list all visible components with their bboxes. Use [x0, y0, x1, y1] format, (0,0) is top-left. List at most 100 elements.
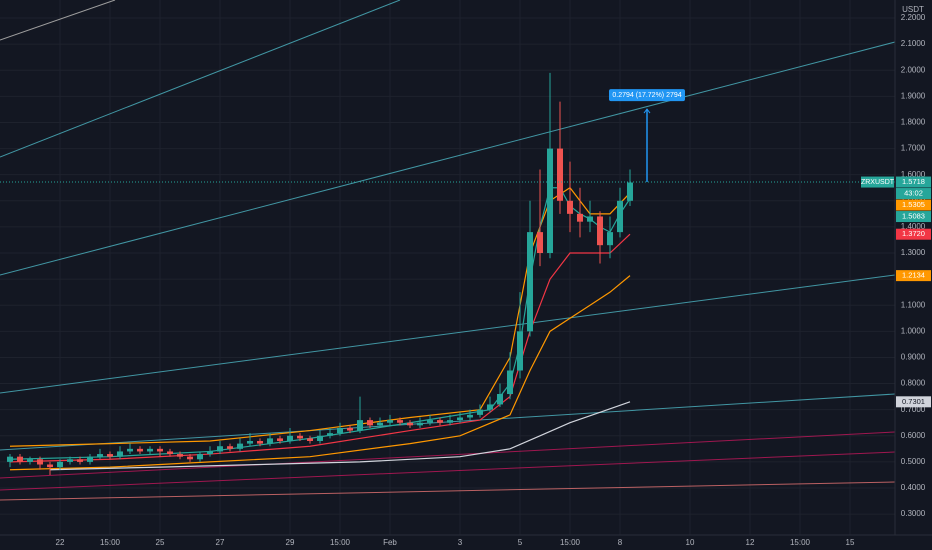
price-tag: 1.3720 — [902, 229, 925, 238]
candle-body — [327, 433, 333, 436]
moving-average — [49, 401, 631, 471]
axis-labels: 0.3000 0.4000 0.5000 0.6000 0.7000 0.8000 0.90… — [56, 13, 931, 547]
candle-body — [567, 200, 573, 214]
y-tick-label: 0.7000 — [901, 405, 926, 414]
y-tick-label: 1.1000 — [901, 300, 926, 309]
candle-body — [477, 409, 483, 415]
candle-body — [547, 148, 553, 254]
x-tick-label: 15 — [846, 538, 855, 547]
candle-body — [517, 331, 523, 371]
x-tick-label: 3 — [458, 538, 463, 547]
symbol-box — [861, 176, 894, 188]
y-tick-label: 0.9000 — [901, 353, 926, 362]
candle-body — [417, 422, 423, 426]
candle-body — [407, 422, 413, 426]
candle-body — [297, 435, 303, 439]
price-tag: 1.5083 — [902, 212, 925, 221]
x-tick-label: 12 — [746, 538, 755, 547]
candle-body — [137, 448, 143, 452]
candle-body — [457, 417, 463, 421]
x-tick-label: 15:00 — [790, 538, 811, 547]
candle-body — [187, 456, 193, 460]
price-tag: 0.7301 — [902, 397, 925, 406]
candle-body — [67, 459, 73, 462]
x-tick-label: Feb — [383, 538, 397, 547]
trend-line — [0, 0, 116, 41]
y-tick-label: 0.5000 — [901, 457, 926, 466]
trend-line — [0, 451, 896, 491]
symbol-label: ZRXUSDT — [861, 179, 895, 186]
candle-body — [497, 394, 503, 405]
y-tick-label: 1.7000 — [901, 144, 926, 153]
candle-body — [377, 422, 383, 426]
candle-body — [347, 427, 353, 431]
candle-body — [487, 404, 493, 410]
y-tick-label: 1.3000 — [901, 248, 926, 257]
candle-body — [447, 420, 453, 423]
x-tick-label: 10 — [686, 538, 695, 547]
candle-body — [177, 454, 183, 457]
y-tick-label: 2.2000 — [901, 13, 926, 22]
trend-line — [0, 0, 401, 158]
x-tick-label: 22 — [56, 538, 65, 547]
x-tick-label: 8 — [618, 538, 623, 547]
price-tag-box — [896, 228, 931, 240]
candle-body — [317, 435, 323, 442]
x-tick-label: 15:00 — [330, 538, 351, 547]
y-tick-label: 0.4000 — [901, 483, 926, 492]
candle-body — [557, 148, 563, 201]
time-axis — [0, 535, 932, 550]
candle-body — [337, 427, 343, 434]
trend-line — [0, 274, 896, 394]
candle-body — [77, 459, 83, 462]
measure-arrow — [643, 108, 651, 114]
candle-body — [247, 441, 253, 444]
y-tick-label: 1.9000 — [901, 91, 926, 100]
candle-body — [117, 451, 123, 457]
x-tick-label: 15:00 — [100, 538, 121, 547]
candle-body — [607, 232, 613, 246]
price-tag-box — [896, 211, 931, 223]
y-tick-label: 1.8000 — [901, 118, 926, 127]
y-tick-label: 0.8000 — [901, 379, 926, 388]
trend-lines — [0, 0, 896, 501]
candle-body — [257, 441, 263, 444]
x-tick-label: 27 — [216, 538, 225, 547]
candle-body — [157, 448, 163, 452]
candle-body — [467, 414, 473, 418]
price-tag-box — [896, 396, 931, 408]
y-tick-label: 1.4000 — [901, 222, 926, 231]
x-tick-label: 15:00 — [560, 538, 581, 547]
last-price-label-box — [896, 176, 931, 188]
price-tag-box — [896, 270, 931, 282]
candle-body — [427, 420, 433, 423]
candle-body — [207, 451, 213, 455]
countdown-box — [896, 188, 931, 200]
candle-body — [527, 232, 533, 332]
candle-body — [367, 420, 373, 426]
candle-body — [587, 216, 593, 222]
trend-line — [0, 431, 896, 479]
y-tick-label: 0.6000 — [901, 431, 926, 440]
candle-body — [307, 438, 313, 442]
grid — [0, 0, 895, 535]
candle-body — [397, 420, 403, 423]
y-tick-label: 1.6000 — [901, 170, 926, 179]
plot: 0.2794 (17.72%) 2794 — [0, 72, 895, 475]
candle-body — [437, 420, 443, 423]
last-price-label: 1.5718 — [902, 177, 925, 186]
countdown: 43:02 — [904, 189, 923, 198]
y-tick-label: 2.1000 — [901, 39, 926, 48]
candle-body — [537, 232, 543, 254]
candle-body — [237, 443, 243, 449]
x-tick-label: 29 — [286, 538, 295, 547]
price-tag: 1.5305 — [902, 200, 925, 209]
moving-average — [9, 275, 631, 471]
candle-body — [577, 213, 583, 222]
candle-body — [627, 182, 633, 201]
price-tag-box — [896, 199, 931, 211]
candle-body — [47, 464, 53, 468]
